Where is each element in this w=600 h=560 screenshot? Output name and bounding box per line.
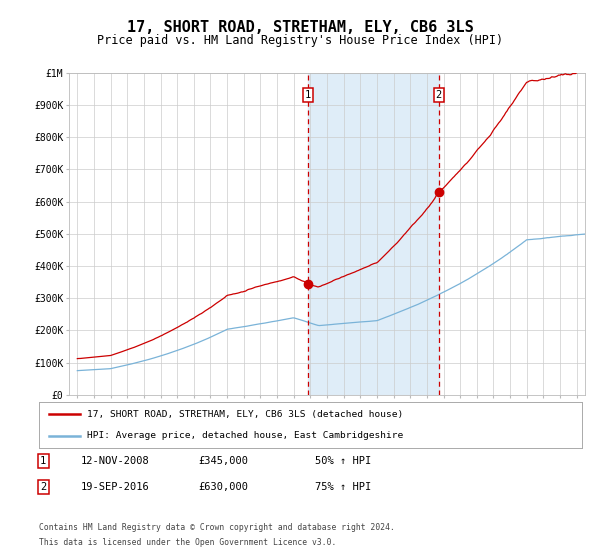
Text: Contains HM Land Registry data © Crown copyright and database right 2024.: Contains HM Land Registry data © Crown c… bbox=[39, 523, 395, 532]
Bar bbox=[308, 73, 439, 395]
Text: Price paid vs. HM Land Registry's House Price Index (HPI): Price paid vs. HM Land Registry's House … bbox=[97, 34, 503, 46]
Text: 2: 2 bbox=[40, 482, 46, 492]
Text: HPI: Average price, detached house, East Cambridgeshire: HPI: Average price, detached house, East… bbox=[87, 431, 403, 440]
Text: 2: 2 bbox=[436, 90, 442, 100]
Text: £345,000: £345,000 bbox=[198, 456, 248, 466]
Text: This data is licensed under the Open Government Licence v3.0.: This data is licensed under the Open Gov… bbox=[39, 538, 337, 547]
Text: £630,000: £630,000 bbox=[198, 482, 248, 492]
Text: 12-NOV-2008: 12-NOV-2008 bbox=[81, 456, 150, 466]
Text: 1: 1 bbox=[40, 456, 46, 466]
Text: 50% ↑ HPI: 50% ↑ HPI bbox=[315, 456, 371, 466]
Text: 17, SHORT ROAD, STRETHAM, ELY, CB6 3LS: 17, SHORT ROAD, STRETHAM, ELY, CB6 3LS bbox=[127, 20, 473, 35]
Text: 1: 1 bbox=[305, 90, 311, 100]
Text: 75% ↑ HPI: 75% ↑ HPI bbox=[315, 482, 371, 492]
Text: 17, SHORT ROAD, STRETHAM, ELY, CB6 3LS (detached house): 17, SHORT ROAD, STRETHAM, ELY, CB6 3LS (… bbox=[87, 410, 403, 419]
Text: 19-SEP-2016: 19-SEP-2016 bbox=[81, 482, 150, 492]
